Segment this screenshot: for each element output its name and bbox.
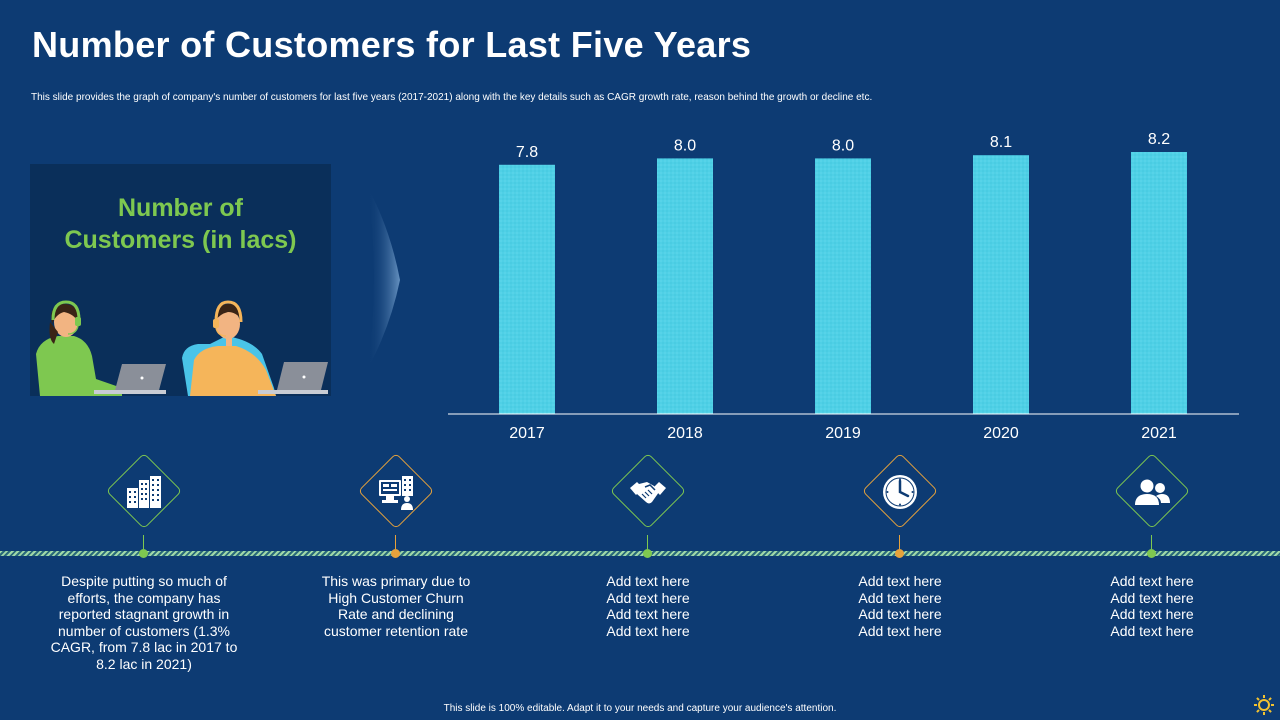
milestone-text-line: Add text here (606, 573, 690, 589)
milestone-text: Add text here Add text here Add text her… (780, 573, 1020, 639)
milestone-dot (895, 549, 904, 558)
milestone-connector (143, 535, 144, 549)
customers-bar-chart: 7.8 2017 8.0 2018 8.0 2019 8.1 2020 8.2 2021 (448, 131, 1239, 442)
customer-support-illustration: Number of Customers (in lacs) (30, 164, 331, 396)
woman-agent-icon (36, 300, 122, 396)
gear-icon[interactable] (1253, 694, 1275, 716)
milestone-text-line: customer retention rate (324, 622, 468, 639)
value-label-2020: 8.1 (990, 134, 1012, 151)
laptop-icon (94, 364, 166, 394)
value-label-2019: 8.0 (832, 137, 854, 154)
milestone-text-line: Add text here (858, 589, 942, 606)
milestone-text-line: Add text here (858, 622, 942, 639)
illustration-title-line2: Customers (in lacs) (64, 226, 297, 254)
milestone-text: Add text here Add text here Add text her… (1032, 573, 1272, 639)
milestone-text: This was primary due to High Customer Ch… (276, 573, 516, 639)
x-tick-label-2020: 2020 (983, 425, 1019, 442)
footer-note: This slide is 100% editable. Adapt it to… (443, 703, 837, 714)
milestone-connector (1151, 535, 1152, 549)
timeline-line (0, 551, 1280, 556)
milestone-text-line: Add text here (606, 589, 690, 606)
bar-2017 (499, 164, 555, 414)
value-label-2018: 8.0 (674, 137, 696, 154)
milestone-text-line: Add text here (1110, 573, 1194, 589)
milestone-text: Add text here Add text here Add text her… (528, 573, 768, 639)
x-tick-label-2019: 2019 (825, 425, 861, 442)
milestone-text-line: High Customer Churn (328, 589, 464, 606)
milestone-text-line: This was primary due to (321, 573, 471, 589)
milestone-dot (139, 549, 148, 558)
value-label-2021: 8.2 (1148, 131, 1170, 148)
buildings-icon (127, 476, 161, 508)
laptop-icon (258, 362, 328, 394)
bar-2021 (1131, 152, 1187, 414)
milestone-text-line: Add text here (1110, 606, 1194, 622)
support-agents-illustration (36, 300, 328, 396)
milestone-text-line: Add text here (606, 606, 690, 622)
milestone-dot (391, 549, 400, 558)
milestone-text-line: Rate and declining (338, 606, 454, 622)
milestone-text-line: 8.2 lac in 2021) (96, 655, 192, 672)
users-icon (1135, 479, 1170, 505)
page-subtitle: This slide provides the graph of company… (31, 92, 873, 103)
milestone-connector (899, 535, 900, 549)
bar-2018 (657, 158, 713, 414)
milestone-text-line: CAGR, from 7.8 lac in 2017 to (50, 639, 238, 655)
handshake-icon (630, 482, 666, 504)
illustration-title-line1: Number of (118, 194, 243, 222)
x-tick-label-2017: 2017 (509, 425, 545, 442)
milestone-text-line: Despite putting so much of (61, 573, 227, 589)
milestone-text-line: number of customers (1.3% (58, 622, 230, 639)
milestone-text-line: Add text here (858, 573, 942, 589)
milestone-text-line: Add text here (858, 606, 942, 622)
milestone-text-line: reported stagnant growth in (58, 606, 230, 622)
page-title: Number of Customers for Last Five Years (32, 24, 752, 65)
computer-office-icon (379, 476, 413, 510)
milestone-text: Despite putting so much of efforts, the … (24, 573, 264, 672)
illustration-title: Number of Customers (in lacs) (30, 192, 331, 256)
clock-icon (883, 475, 917, 509)
x-tick-label-2018: 2018 (667, 425, 703, 442)
milestone-text-line: Add text here (1110, 589, 1194, 606)
milestone-dot (1147, 549, 1156, 558)
milestone-connector (647, 535, 648, 549)
bar-2019 (815, 158, 871, 414)
man-agent-icon (182, 300, 276, 396)
milestone-dot (643, 549, 652, 558)
milestone-text-line: Add text here (606, 622, 690, 639)
milestone-text-line: Add text here (1110, 622, 1194, 639)
milestone-text-line: efforts, the company has (67, 589, 221, 606)
milestone-connector (395, 535, 396, 549)
bar-2020 (973, 155, 1029, 414)
value-label-2017: 7.8 (516, 144, 538, 161)
x-tick-label-2021: 2021 (1141, 425, 1177, 442)
chevron-right-icon (368, 188, 400, 368)
